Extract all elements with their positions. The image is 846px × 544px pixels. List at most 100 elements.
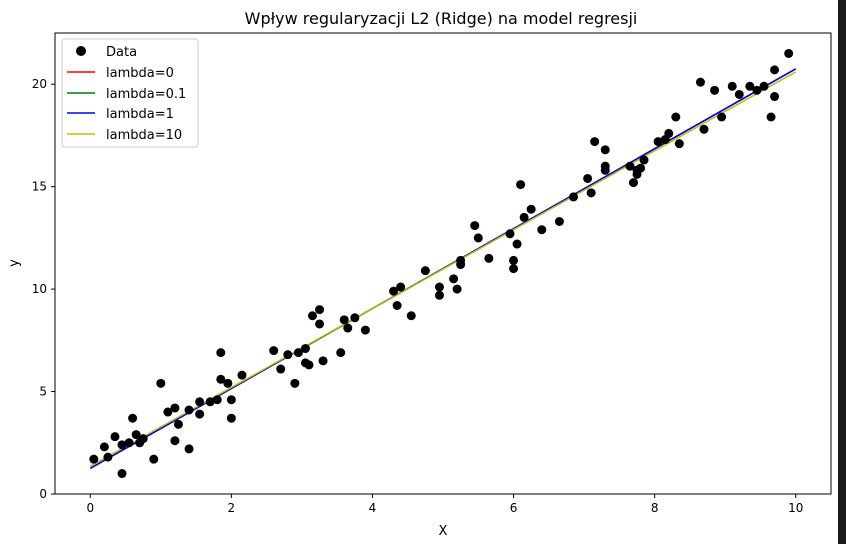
data-point (752, 85, 762, 95)
chart-title: Wpływ regularyzacji L2 (Ridge) na model … (245, 9, 638, 28)
data-point (456, 255, 466, 265)
data-point (664, 128, 674, 138)
data-point (300, 344, 310, 354)
data-point (131, 430, 141, 440)
data-point (173, 419, 183, 429)
data-point (360, 325, 370, 335)
y-tick-label: 20 (32, 77, 47, 91)
data-point (195, 397, 205, 407)
legend-label-lambda-0: lambda=0 (106, 66, 174, 81)
data-point (336, 348, 346, 358)
x-tick-label: 6 (510, 501, 518, 515)
data-point (484, 253, 494, 263)
data-point (470, 221, 480, 231)
legend-marker-data (76, 46, 86, 56)
data-point (695, 77, 705, 87)
data-point (600, 161, 610, 171)
data-point (509, 264, 519, 274)
data-point (766, 112, 776, 122)
data-point (636, 163, 646, 173)
data-point (226, 395, 236, 405)
data-point (124, 438, 134, 448)
data-point (269, 346, 279, 356)
x-tick-label: 10 (788, 501, 803, 515)
legend: Data lambda=0 lambda=0.1 lambda=1 lambda… (61, 38, 199, 148)
data-point (343, 323, 353, 333)
data-point (212, 395, 222, 405)
data-point (583, 173, 593, 183)
data-point (727, 81, 737, 91)
data-point (434, 290, 444, 300)
data-point (420, 266, 430, 276)
data-point (734, 89, 744, 99)
data-point (293, 348, 303, 358)
data-point (516, 180, 526, 190)
data-point (509, 255, 519, 265)
data-point (770, 65, 780, 75)
data-point (216, 374, 226, 384)
data-point (674, 139, 684, 149)
data-point (110, 432, 120, 442)
y-tick-label: 0 (39, 487, 47, 501)
y-axis-ticks: 0 5 10 15 20 (32, 77, 55, 501)
data-point (699, 124, 709, 134)
data-point (117, 440, 127, 450)
legend-label-lambda-1: lambda=1 (106, 107, 174, 122)
data-point (290, 378, 300, 388)
data-point (745, 81, 755, 91)
data-point (184, 405, 194, 415)
data-point (339, 315, 349, 325)
data-point (396, 282, 406, 292)
data-point (505, 229, 515, 239)
data-point (89, 454, 99, 464)
data-point (625, 161, 635, 171)
data-point (759, 81, 769, 91)
data-point (103, 452, 113, 462)
window-edge-bar (838, 0, 846, 544)
data-point (392, 301, 402, 311)
data-point (156, 378, 166, 388)
data-point (237, 370, 247, 380)
data-point (671, 112, 681, 122)
legend-label-lambda-10: lambda=10 (106, 128, 182, 143)
data-point (163, 407, 173, 417)
data-point (770, 92, 780, 102)
data-point (307, 311, 317, 321)
y-tick-label: 5 (39, 385, 47, 399)
data-point (526, 204, 536, 214)
data-point (406, 311, 416, 321)
y-tick-label: 15 (32, 180, 47, 194)
data-point (318, 356, 328, 366)
data-point (184, 444, 194, 454)
data-point (653, 137, 663, 147)
data-point (586, 188, 596, 198)
data-point (128, 413, 138, 423)
data-point (628, 178, 638, 188)
data-point (473, 233, 483, 243)
legend-label-lambda-0.1: lambda=0.1 (106, 87, 186, 102)
data-point (717, 112, 727, 122)
data-points (89, 48, 794, 479)
x-tick-label: 0 (86, 501, 94, 515)
data-point (569, 192, 579, 202)
data-point (216, 348, 226, 358)
data-point (276, 364, 286, 374)
y-tick-label: 10 (32, 282, 47, 296)
data-point (537, 225, 547, 235)
y-axis-label: y (7, 259, 22, 267)
data-point (512, 239, 522, 249)
x-axis-ticks: 0 2 4 6 8 10 (86, 494, 803, 515)
data-point (99, 442, 109, 452)
data-point (452, 284, 462, 294)
data-point (449, 274, 459, 284)
x-tick-label: 2 (228, 501, 236, 515)
data-point (283, 350, 293, 360)
data-point (170, 403, 180, 413)
data-point (710, 85, 720, 95)
data-point (784, 48, 794, 58)
data-point (149, 454, 159, 464)
data-point (304, 360, 314, 370)
data-point (315, 305, 325, 315)
data-point (639, 155, 649, 165)
